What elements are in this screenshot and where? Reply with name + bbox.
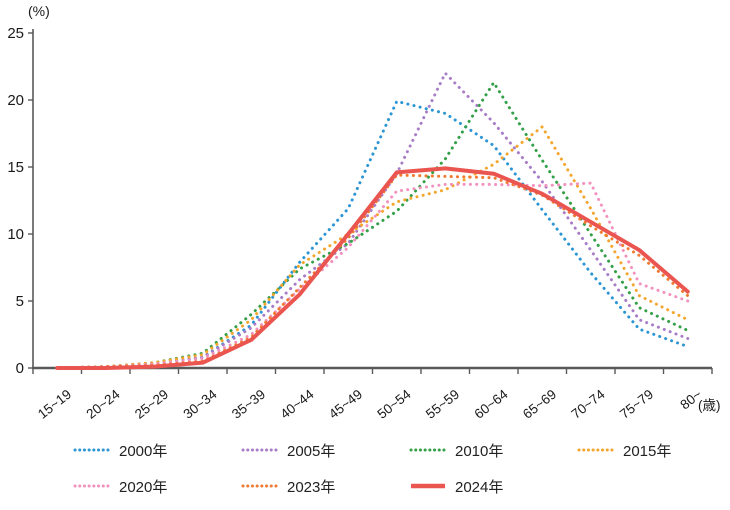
x-tick-label: 35~39 — [229, 387, 268, 422]
series-line-7 — [55, 166, 690, 370]
legend-marker-icon — [73, 484, 111, 488]
legend-label: 2024年 — [455, 478, 504, 496]
plot-area: 0 5 10 15 20 25(%) 15~19 20~24 25~29 30~34 35~39 40… — [7, 3, 721, 422]
y-axis-unit-label: (%) — [28, 3, 50, 19]
legend-label: 2020年 — [119, 478, 168, 496]
legend-marker-icon — [577, 448, 615, 452]
legend-label: 2023年 — [287, 478, 336, 496]
y-tick-label: 5 — [16, 293, 24, 310]
x-tick-label: 25~29 — [132, 387, 171, 422]
y-tick-label: 15 — [7, 159, 24, 176]
legend-marker-icon — [73, 448, 111, 452]
x-tick-label: 45~49 — [326, 387, 365, 422]
x-tick-label: 30~34 — [180, 386, 220, 421]
series-line-3 — [55, 81, 690, 370]
legend-label: 2000年 — [119, 442, 168, 460]
y-tick-label: 0 — [16, 360, 24, 377]
series-line-2 — [55, 71, 690, 370]
legend-item-6: 2023年 — [241, 474, 409, 498]
legend-marker-icon — [241, 448, 279, 452]
legend-label: 2005年 — [287, 442, 336, 460]
legend-item-1: 2000年 — [73, 438, 241, 462]
series-line-5 — [55, 181, 690, 370]
x-tick-label: 75~79 — [617, 387, 656, 422]
y-tick-label: 25 — [7, 25, 24, 42]
y-tick-label: 20 — [7, 92, 24, 109]
x-tick-label: 40~44 — [277, 386, 317, 421]
legend-label: 2010年 — [455, 442, 504, 460]
x-tick-label: 20~24 — [83, 386, 123, 421]
x-tick-label: 65~69 — [520, 387, 559, 422]
x-tick-label: 15~19 — [35, 387, 74, 422]
legend-marker-icon — [241, 484, 279, 488]
legend-marker-icon — [409, 448, 447, 452]
legend-marker-icon — [411, 483, 445, 489]
legend-item-5: 2020年 — [73, 474, 241, 498]
legend-label: 2015年 — [623, 442, 672, 460]
legend-item-7: 2024年 — [409, 474, 577, 498]
legend-item-2: 2005年 — [241, 438, 409, 462]
legend-item-4: 2015年 — [577, 438, 730, 462]
series-line-1 — [55, 99, 690, 370]
legend-item-3: 2010年 — [409, 438, 577, 462]
chart-legend: 2000年 2005年 2010年 2015年 2020年 2023年 2024年 — [73, 438, 730, 498]
x-tick-label: 55~59 — [423, 387, 462, 422]
x-tick-label: 70~74 — [568, 386, 608, 421]
series-line-4 — [55, 125, 690, 370]
x-tick-label: 60~64 — [471, 386, 511, 421]
x-axis-unit-label: (歳) — [698, 398, 721, 413]
x-tick-label: 50~54 — [374, 386, 414, 421]
y-tick-label: 10 — [7, 226, 24, 243]
series-line-6 — [55, 173, 690, 370]
